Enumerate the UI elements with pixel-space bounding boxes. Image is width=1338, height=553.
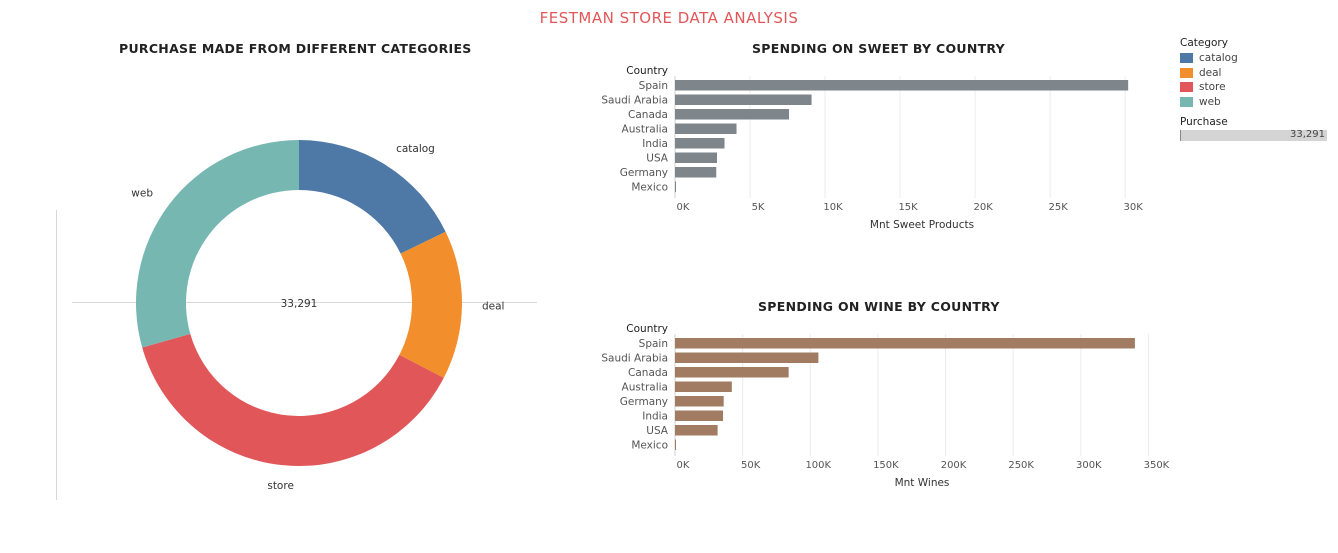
sweet-x-tick-label: 30K (1124, 202, 1144, 213)
category-legend: Category catalog deal store web Purchase… (1180, 37, 1330, 141)
wine-y-tick-label: Mexico (631, 439, 668, 451)
sweet-y-tick-label: Australia (622, 123, 668, 135)
wine-x-tick-label: 0K (677, 460, 690, 471)
donut-slice-catalog[interactable] (299, 140, 446, 254)
wine-x-tick-label: 350K (1144, 460, 1170, 471)
legend-item-catalog[interactable]: catalog (1180, 51, 1330, 66)
wine-y-tick-label: Saudi Arabia (601, 352, 668, 364)
sweet-y-tick-label: Canada (628, 109, 668, 121)
sweet-bar-saudi-arabia[interactable] (675, 94, 812, 106)
legend-item-web[interactable]: web (1180, 95, 1330, 110)
wine-chart-title: SPENDING ON WINE BY COUNTRY (758, 299, 1000, 314)
sweet-y-tick-label: Germany (620, 167, 668, 179)
sweet-x-tick-label: 0K (677, 202, 690, 213)
wine-y-tick-label: Spain (639, 338, 668, 350)
sweet-bar-germany[interactable] (675, 167, 717, 178)
wine-x-axis-title: Mnt Wines (895, 477, 950, 489)
wine-x-tick-label: 150K (873, 460, 899, 471)
sweet-y-tick-label: USA (646, 152, 669, 164)
wine-bar-usa[interactable] (675, 425, 718, 436)
donut-label-deal: deal (482, 300, 504, 312)
panel-border-left (56, 210, 57, 500)
donut-arcs: catalog deal store web (131, 139, 504, 492)
wine-y-tick-label: India (642, 410, 668, 422)
wine-x-tick-label: 250K (1008, 460, 1034, 471)
legend-item-store[interactable]: store (1180, 80, 1330, 95)
sweet-y-tick-label: Saudi Arabia (601, 94, 668, 106)
wine-x-tick-label: 50K (741, 460, 761, 471)
wine-bar-australia[interactable] (675, 381, 732, 393)
sweet-x-tick-label: 5K (752, 202, 765, 213)
wine-bar-chart: Country 0K 50K 100K 150K 200K 250K 300K 350K Spai… (601, 323, 1170, 489)
sweet-bar-india[interactable] (675, 138, 725, 149)
size-legend-title: Purchase (1180, 116, 1228, 128)
legend-item-deal[interactable]: deal (1180, 66, 1330, 81)
sweet-bar-australia[interactable] (675, 123, 737, 135)
size-legend-value: 33,291 (1290, 129, 1325, 140)
wine-bar-spain[interactable] (675, 338, 1135, 349)
sweet-bar-mexico[interactable] (675, 181, 676, 193)
sweet-y-tick-label: India (642, 138, 668, 150)
donut-slice-store[interactable] (142, 333, 444, 466)
donut-center-label: 33,291 (281, 298, 318, 310)
legend-swatch (1180, 82, 1193, 93)
wine-y-tick-label: Australia (622, 381, 668, 393)
wine-bar-india[interactable] (675, 410, 724, 422)
donut-label-web: web (131, 188, 153, 200)
wine-bar-canada[interactable] (675, 367, 789, 378)
legend-swatch (1180, 53, 1193, 64)
reference-line (72, 302, 537, 303)
sweet-x-tick-label: 15K (898, 202, 918, 213)
legend-title: Category (1180, 37, 1228, 49)
sweet-bar-chart: Country 0K 5K 10K 15K 20K 25K 30K Spain Saudi Ara… (601, 65, 1144, 231)
wine-x-tick-label: 300K (1076, 460, 1102, 471)
donut-label-catalog: catalog (396, 143, 435, 155)
legend-swatch (1180, 96, 1193, 107)
legend-label: web (1199, 95, 1221, 108)
sweet-y-tick-label: Spain (639, 80, 668, 92)
size-legend-bar: 33,291 (1180, 129, 1327, 141)
legend-label: deal (1199, 66, 1222, 79)
sweet-x-axis-title: Mnt Sweet Products (870, 219, 974, 231)
sweet-category-axis-title: Country (626, 65, 668, 77)
donut-label-store: store (267, 480, 294, 492)
wine-bar-germany[interactable] (675, 396, 724, 407)
sweet-chart-title: SPENDING ON SWEET BY COUNTRY (752, 41, 1006, 56)
sweet-x-tick-label: 25K (1049, 202, 1069, 213)
sweet-x-tick-label: 20K (973, 202, 993, 213)
sweet-x-tick-label: 10K (823, 202, 843, 213)
dashboard-title: FESTMAN STORE DATA ANALYSIS (539, 9, 799, 27)
legend-label: catalog (1199, 52, 1238, 65)
wine-bar-saudi-arabia[interactable] (675, 352, 819, 364)
legend-label: store (1199, 81, 1226, 94)
wine-x-tick-label: 100K (805, 460, 831, 471)
donut-slice-web[interactable] (135, 139, 299, 348)
wine-y-tick-label: Canada (628, 367, 668, 379)
wine-y-tick-label: USA (646, 425, 669, 437)
donut-slice-deal[interactable] (399, 231, 462, 378)
donut-chart-title: PURCHASE MADE FROM DIFFERENT CATEGORIES (119, 41, 472, 56)
wine-y-tick-label: Germany (620, 396, 668, 408)
sweet-bar-spain[interactable] (675, 80, 1129, 91)
legend-swatch (1180, 67, 1193, 78)
donut-chart: catalog deal store web 33,291 (131, 139, 504, 492)
sweet-bar-usa[interactable] (675, 152, 718, 164)
sweet-y-tick-label: Mexico (631, 181, 668, 193)
sweet-bar-canada[interactable] (675, 109, 790, 120)
wine-bar-mexico[interactable] (675, 439, 676, 451)
wine-x-tick-label: 200K (941, 460, 967, 471)
wine-category-axis-title: Country (626, 323, 668, 335)
